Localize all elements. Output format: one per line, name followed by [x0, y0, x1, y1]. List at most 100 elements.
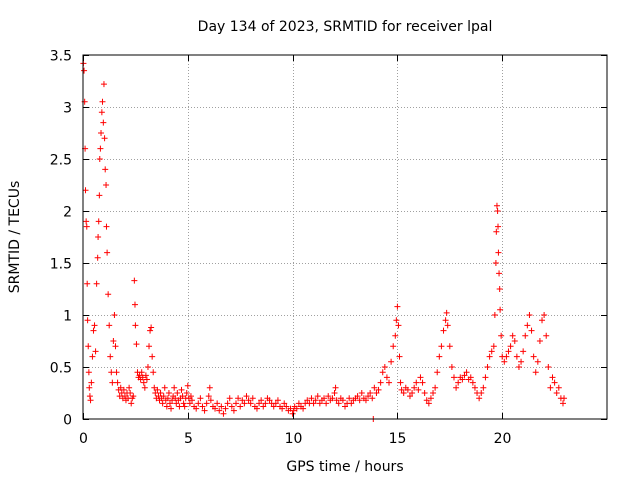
data-point: [108, 369, 115, 376]
data-point: [342, 403, 348, 410]
y-tick-label: 1.5: [50, 257, 72, 273]
data-point: [321, 395, 328, 402]
data-point: [354, 393, 361, 400]
data-point: [247, 400, 254, 407]
data-point: [160, 393, 167, 400]
data-point: [484, 364, 491, 370]
data-point: [425, 400, 432, 407]
data-point: [325, 393, 332, 400]
data-point: [144, 364, 151, 370]
data-point: [138, 369, 145, 376]
data-point: [476, 395, 483, 402]
data-point: [164, 395, 171, 402]
data-point: [358, 390, 365, 396]
data-point: [339, 397, 346, 404]
data-point: [453, 384, 460, 391]
data-point: [532, 369, 539, 376]
data-point: [396, 353, 403, 360]
data-point: [373, 390, 380, 396]
data-point: [482, 374, 489, 381]
data-point: [398, 386, 405, 393]
data-point: [84, 317, 91, 324]
data-point: [509, 332, 516, 339]
data-point: [555, 384, 562, 391]
data-point: [205, 393, 212, 400]
data-point: [262, 400, 269, 407]
data-point: [147, 327, 154, 334]
data-point: [107, 353, 114, 360]
data-point: [89, 353, 96, 360]
data-point: [94, 254, 101, 261]
data-point: [430, 390, 437, 396]
data-point: [226, 395, 233, 402]
data-point: [459, 376, 466, 383]
data-point: [289, 410, 296, 417]
data-point: [140, 379, 147, 386]
data-point: [174, 390, 181, 396]
data-point: [88, 379, 95, 386]
data-point: [258, 397, 265, 404]
data-point: [443, 309, 450, 316]
data-point: [93, 280, 100, 287]
data-point: [530, 353, 537, 360]
data-point: [467, 374, 474, 381]
data-point: [197, 395, 204, 402]
data-point: [253, 405, 260, 412]
data-point: [173, 400, 180, 407]
data-point: [495, 249, 502, 256]
data-point: [207, 397, 214, 404]
data-point: [148, 324, 155, 331]
data-point: [283, 403, 290, 410]
x-tick-label: 20: [494, 431, 512, 447]
data-point: [493, 202, 500, 209]
data-point: [152, 390, 159, 396]
data-point: [180, 400, 187, 407]
data-point: [181, 403, 188, 410]
data-point: [419, 379, 426, 386]
data-point: [377, 379, 384, 386]
data-point: [146, 343, 153, 350]
data-point: [203, 400, 210, 407]
data-point: [333, 397, 340, 404]
data-point: [114, 379, 121, 386]
data-point: [561, 395, 568, 402]
data-point: [165, 390, 172, 396]
data-point: [216, 407, 223, 414]
data-point: [392, 332, 399, 339]
data-point: [113, 369, 120, 376]
grid-layer: [83, 55, 607, 419]
data-point: [507, 343, 514, 350]
data-point: [511, 338, 518, 344]
data-point: [492, 260, 499, 266]
y-tick-label: 2: [63, 205, 72, 221]
data-point: [168, 405, 175, 412]
data-point: [199, 403, 206, 410]
data-point: [133, 341, 140, 348]
x-tick-label: 0: [79, 431, 88, 447]
data-point: [300, 405, 307, 412]
data-point: [515, 364, 522, 370]
data-point: [494, 208, 501, 214]
data-point: [81, 67, 88, 74]
data-point: [90, 327, 97, 334]
data-point: [201, 407, 208, 414]
data-point: [243, 393, 250, 400]
x-axis-label: GPS time / hours: [286, 459, 403, 475]
data-point: [166, 400, 173, 407]
data-point: [95, 218, 102, 225]
data-point: [438, 343, 445, 350]
data-point: [369, 395, 376, 402]
data-point: [92, 348, 99, 355]
data-point: [141, 384, 148, 391]
data-point: [469, 379, 476, 386]
data-point: [397, 379, 404, 386]
data-point: [98, 109, 105, 116]
data-point: [503, 353, 510, 360]
data-point: [488, 348, 495, 355]
data-point: [106, 322, 113, 329]
data-point: [362, 397, 369, 404]
data-point: [101, 135, 108, 142]
data-point: [505, 348, 512, 355]
data-point: [97, 145, 104, 152]
